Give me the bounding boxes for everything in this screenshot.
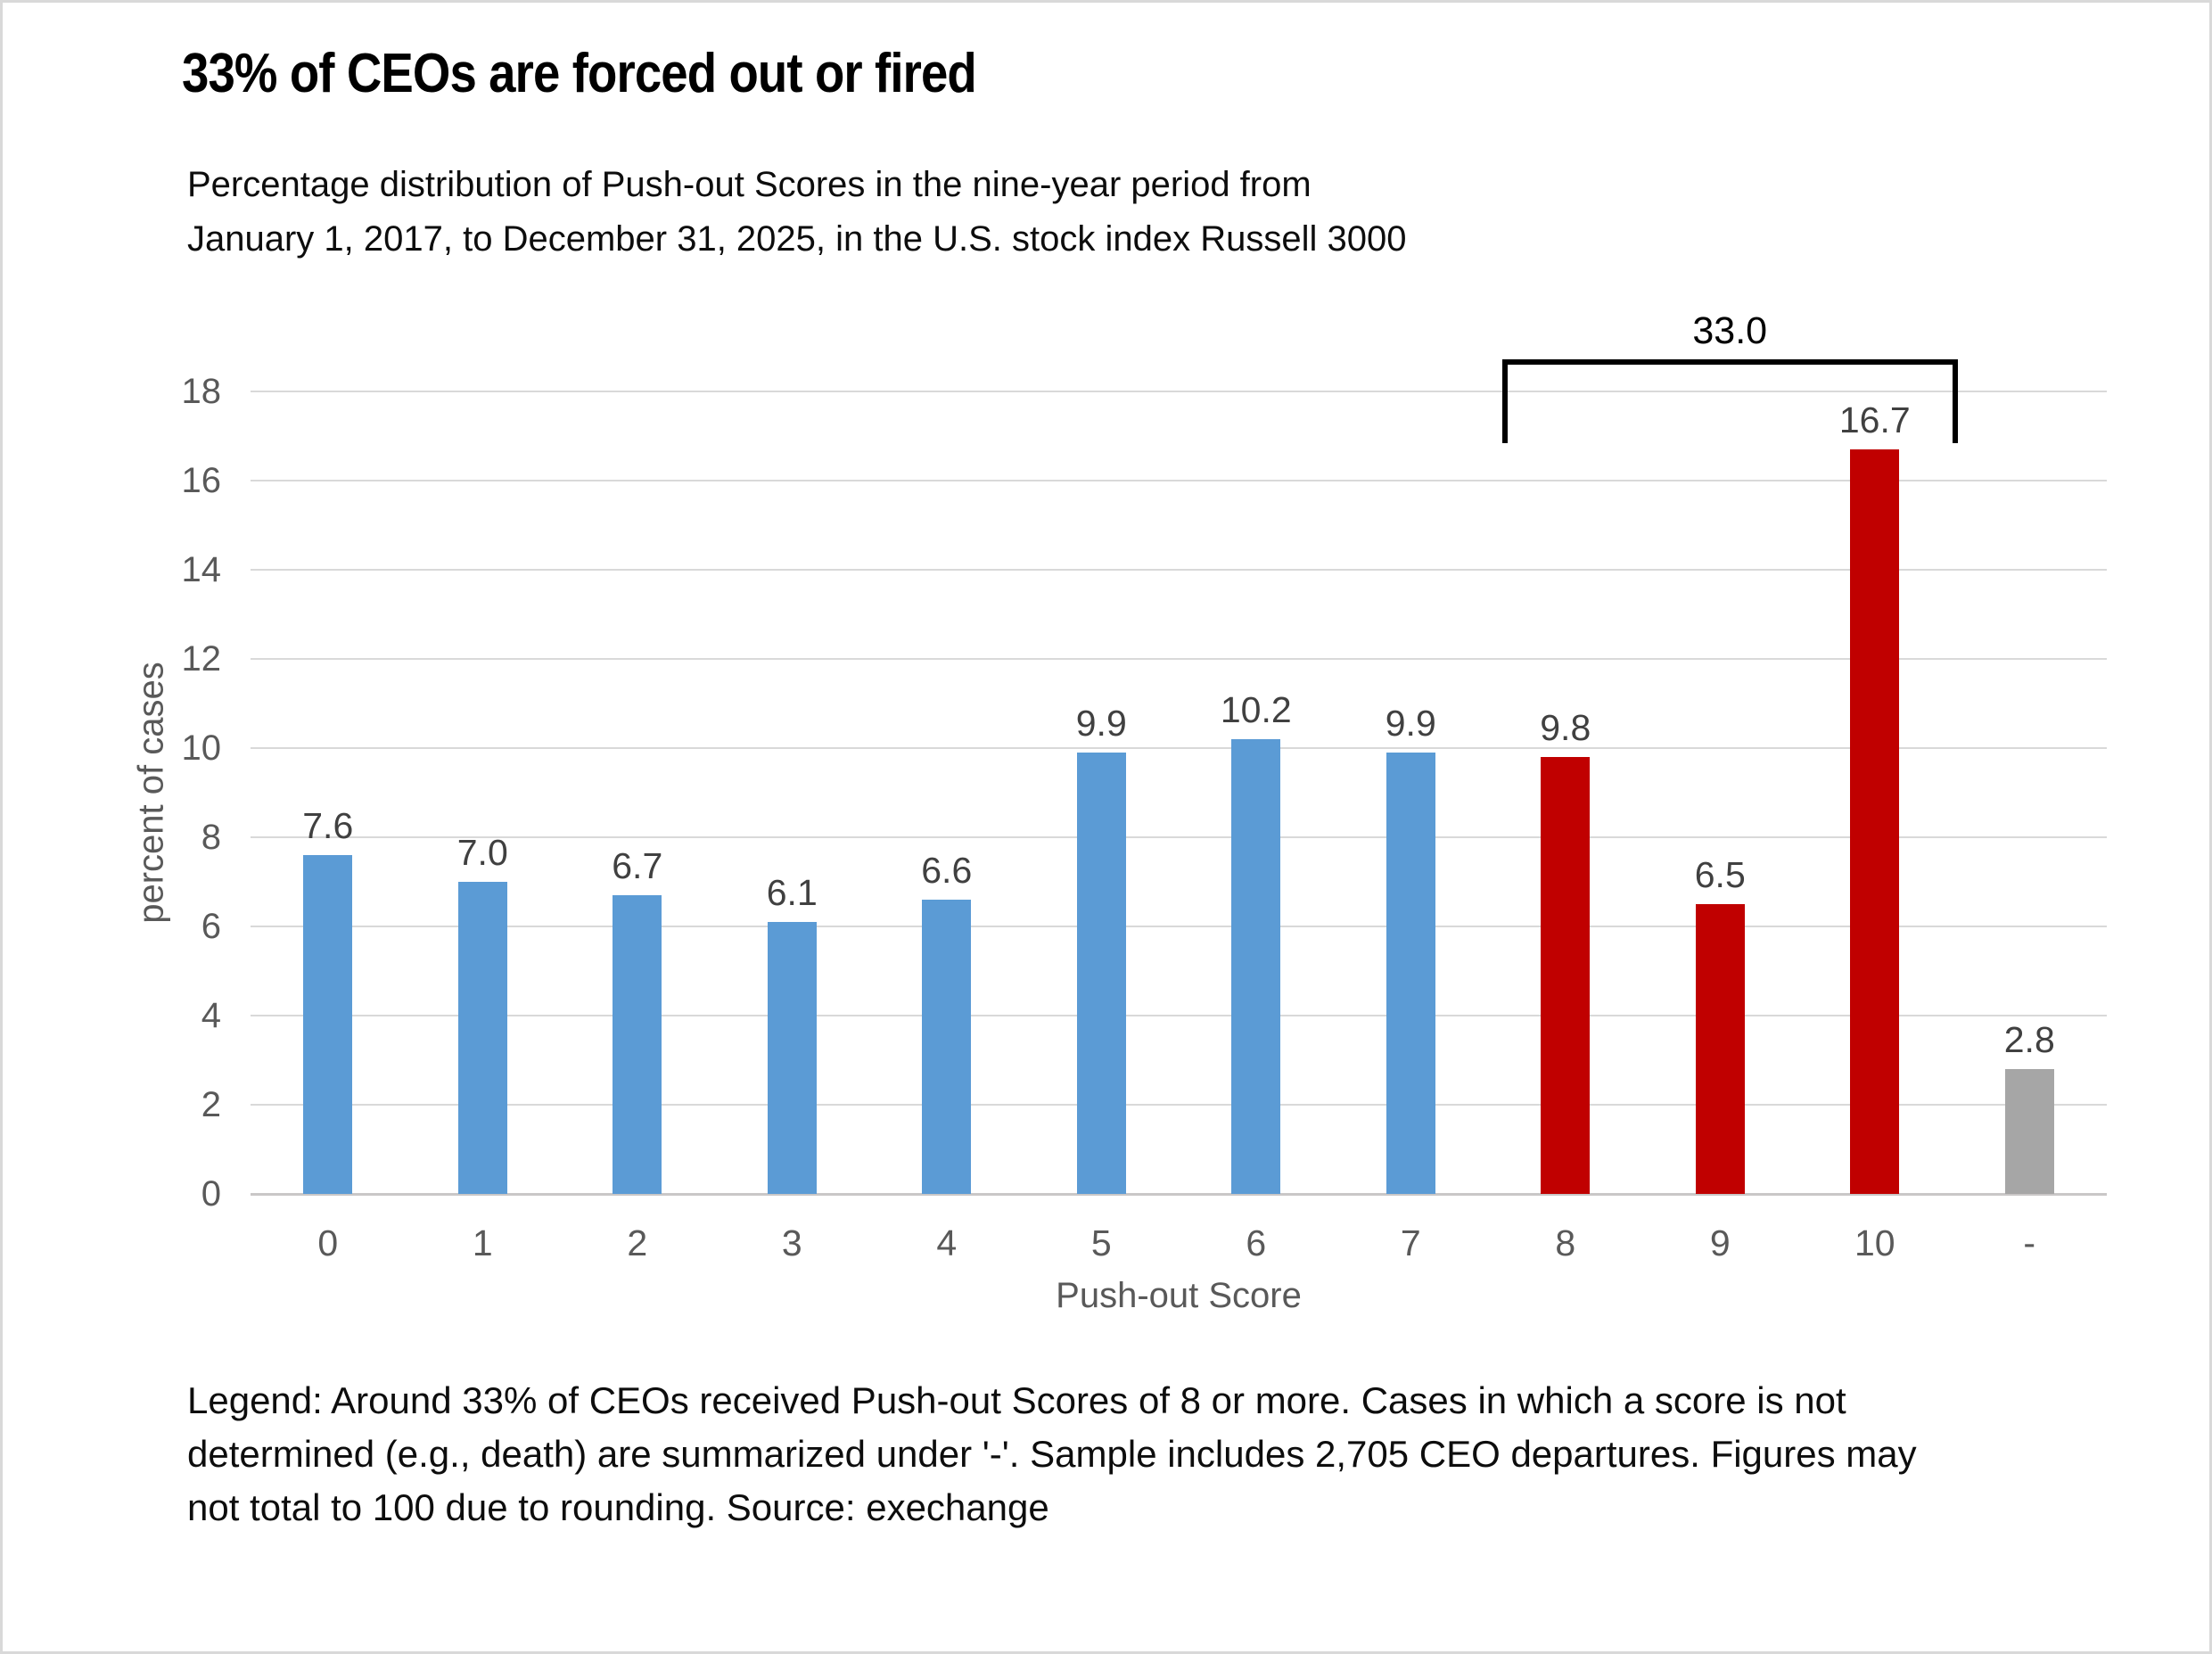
bar-value-label: 2.8: [2003, 1019, 2055, 1060]
legend-line-2: determined (e.g., death) are summarized …: [187, 1433, 1917, 1475]
legend-line-1: Legend: Around 33% of CEOs received Push…: [187, 1379, 1846, 1421]
y-tick-label: 18: [181, 372, 222, 411]
bar: [457, 882, 507, 1194]
gridline: [251, 836, 2107, 838]
bar-chart: 0 2 4 6 8 10 12 14 16 18 percent of cases 7.6 0 7.0 1 6…: [3, 3, 2209, 1651]
bar: [767, 922, 817, 1194]
bar: [1386, 753, 1435, 1194]
y-tick-label: 4: [201, 996, 221, 1035]
x-tick-label: 6: [1246, 1222, 1267, 1263]
y-tick-label: 14: [181, 550, 222, 589]
y-axis-title: percent of cases: [131, 662, 171, 924]
x-tick-label: 9: [1709, 1222, 1731, 1263]
gridline: [251, 747, 2107, 749]
gridline: [251, 480, 2107, 481]
legend-line-3: not total to 100 due to rounding. Source…: [187, 1486, 1049, 1528]
gridline: [251, 658, 2107, 660]
bar: [303, 855, 353, 1194]
x-tick-label: 0: [317, 1222, 339, 1263]
gridline: [251, 1015, 2107, 1016]
gridline: [251, 569, 2107, 571]
y-tick-label: 10: [181, 728, 222, 768]
y-tick-label: 12: [181, 639, 222, 679]
bar-value-label: 6.6: [921, 850, 973, 891]
bar: [1850, 449, 1900, 1194]
x-tick-label: 10: [1854, 1222, 1895, 1263]
chart-subtitle: Percentage distribution of Push-out Scor…: [187, 158, 1406, 267]
bar-value-label: 9.9: [1075, 703, 1127, 744]
y-tick-label: 6: [201, 907, 221, 946]
bar-value-label: 7.0: [456, 832, 508, 873]
annotation-label: 33.0: [1692, 309, 1768, 352]
x-tick-label: 2: [627, 1222, 648, 1263]
page-title: 33% of CEOs are forced out or fired: [182, 43, 977, 104]
gridline: [251, 391, 2107, 392]
x-axis-title: Push-out Score: [1056, 1276, 1302, 1315]
bar: [1541, 757, 1591, 1194]
bar-value-label: 16.7: [1838, 399, 1911, 440]
bar: [2004, 1069, 2054, 1194]
x-tick-label: 3: [781, 1222, 802, 1263]
x-tick-label: 5: [1090, 1222, 1112, 1263]
bar-value-label: 9.9: [1385, 703, 1436, 744]
bar-value-label: 7.6: [302, 805, 354, 846]
bar-value-label: 6.1: [766, 872, 818, 913]
bar: [1076, 753, 1126, 1194]
bar: [1231, 739, 1281, 1194]
bar: [613, 895, 662, 1194]
subtitle-line-2: January 1, 2017, to December 31, 2025, i…: [187, 219, 1407, 259]
x-tick-label: -: [2023, 1222, 2036, 1263]
x-tick-label: 1: [472, 1222, 493, 1263]
subtitle-line-1: Percentage distribution of Push-out Scor…: [187, 165, 1312, 204]
bar-value-label: 10.2: [1220, 689, 1292, 730]
bar-value-label: 6.5: [1694, 854, 1746, 895]
bar-value-label: 6.7: [612, 845, 663, 886]
gridline: [251, 926, 2107, 927]
gridline: [251, 1104, 2107, 1106]
bar-value-label: 9.8: [1540, 707, 1591, 748]
y-tick-label: 8: [201, 818, 221, 857]
y-tick-label: 2: [201, 1085, 221, 1124]
y-tick-label: 0: [201, 1174, 221, 1214]
annotation-bracket: [1502, 359, 1958, 443]
legend-note: Legend: Around 33% of CEOs received Push…: [187, 1374, 1917, 1535]
x-tick-label: 4: [936, 1222, 958, 1263]
y-tick-label: 16: [181, 461, 222, 500]
x-tick-label: 7: [1400, 1222, 1421, 1263]
x-axis-line: [251, 1193, 2107, 1196]
x-tick-label: 8: [1555, 1222, 1576, 1263]
bar: [1695, 904, 1745, 1194]
bar: [922, 900, 972, 1194]
